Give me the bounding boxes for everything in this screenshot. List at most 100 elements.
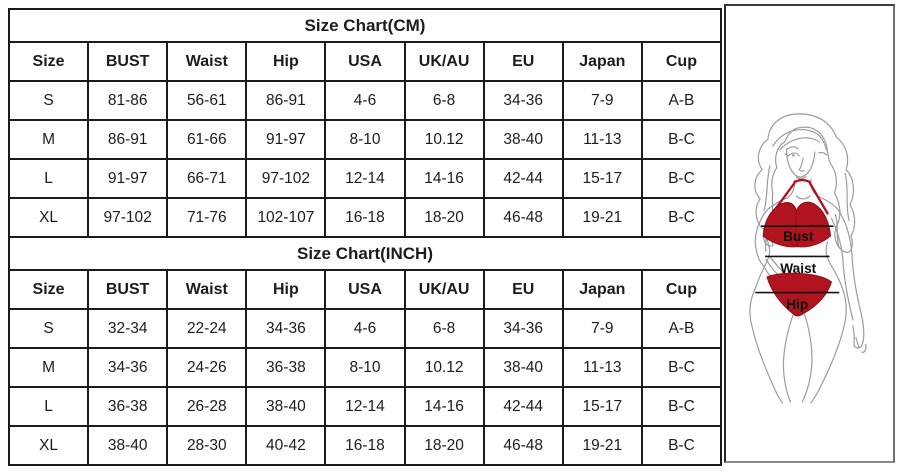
size-value-cell: 26-28	[166, 386, 248, 427]
size-value-cell: 91-97	[245, 119, 327, 160]
size-value-cell: 12-14	[324, 158, 406, 199]
size-label-cell: M	[7, 347, 90, 388]
column-header: BUST	[87, 269, 169, 310]
column-header: Size	[7, 269, 90, 310]
size-row: S 32-34 22-24 34-36 4-6 6-8 34-36 7-9 A-B	[7, 308, 723, 349]
table-title: Size Chart(CM)	[8, 8, 722, 43]
jaw-line	[785, 148, 816, 178]
size-value-cell: 16-18	[324, 197, 406, 238]
size-label-cell: L	[7, 158, 90, 199]
size-value-cell: B-C	[640, 425, 723, 466]
size-label-cell: M	[7, 119, 90, 160]
size-value-cell: 6-8	[403, 308, 485, 349]
column-header: Cup	[640, 269, 723, 310]
size-value-cell: 16-18	[324, 425, 406, 466]
size-value-cell: 42-44	[482, 158, 564, 199]
size-value-cell: B-C	[640, 386, 723, 427]
size-value-cell: 86-91	[245, 80, 327, 121]
eye	[787, 152, 800, 157]
table-title-row: Size Chart(CM)	[8, 8, 722, 43]
size-value-cell: 46-48	[482, 425, 564, 466]
size-value-cell: 40-42	[245, 425, 327, 466]
size-value-cell: 19-21	[561, 197, 643, 238]
bikini-top-center-seam	[795, 211, 798, 247]
size-row: XL 97-102 71-76 102-107 16-18 18-20 46-48 19-21…	[7, 197, 723, 238]
size-value-cell: 7-9	[561, 80, 643, 121]
size-value-cell: 102-107	[245, 197, 327, 238]
size-value-cell: B-C	[640, 197, 723, 238]
size-row: M 86-91 61-66 91-97 8-10 10.12 38-40 11-13 B-C	[7, 119, 723, 160]
column-header: Size	[7, 41, 90, 82]
size-value-cell: A-B	[640, 80, 723, 121]
size-value-cell: 24-26	[166, 347, 248, 388]
size-value-cell: 42-44	[482, 386, 564, 427]
size-value-cell: 38-40	[482, 119, 564, 160]
column-header: UK/AU	[403, 41, 485, 82]
size-value-cell: 38-40	[87, 425, 169, 466]
eyebrow	[786, 146, 799, 150]
size-row: L 36-38 26-28 38-40 12-14 14-16 42-44 15-17 B-C	[7, 386, 723, 427]
size-value-cell: 36-38	[87, 386, 169, 427]
size-value-cell: B-C	[640, 347, 723, 388]
hip-label: Hip	[786, 297, 808, 312]
measurement-marks: Bust Waist Hip	[755, 225, 840, 312]
column-header: Waist	[166, 41, 248, 82]
bust-label: Bust	[783, 229, 814, 244]
bikini-strap-right	[808, 182, 829, 215]
header-row: Size BUST Waist Hip USA UK/AU EU Japan Cup	[7, 41, 723, 82]
size-value-cell: 8-10	[324, 347, 406, 388]
size-value-cell: 11-13	[561, 119, 643, 160]
size-value-cell: 34-36	[482, 80, 564, 121]
size-value-cell: B-C	[640, 119, 723, 160]
size-value-cell: 22-24	[166, 308, 248, 349]
woman-line-art: Bust Waist Hip	[749, 113, 867, 404]
size-value-cell: 14-16	[403, 158, 485, 199]
column-header: Cup	[640, 41, 723, 82]
bikini-bottom	[766, 272, 833, 317]
size-value-cell: 34-36	[482, 308, 564, 349]
size-label-cell: S	[7, 308, 90, 349]
hair-outline	[754, 113, 856, 253]
waist-label: Waist	[780, 261, 816, 276]
pupil	[792, 154, 795, 157]
size-value-cell: 46-48	[482, 197, 564, 238]
size-value-cell: 97-102	[87, 197, 169, 238]
column-header: Japan	[561, 269, 643, 310]
bikini-top	[762, 201, 832, 248]
size-value-cell: 34-36	[245, 308, 327, 349]
measurement-figure: Bust Waist Hip	[749, 113, 867, 404]
size-value-cell: 11-13	[561, 347, 643, 388]
size-value-cell: 6-8	[403, 80, 485, 121]
size-value-cell: B-C	[640, 158, 723, 199]
column-header: Hip	[245, 41, 327, 82]
column-header: Waist	[166, 269, 248, 310]
hidden-eye-hint	[818, 151, 828, 156]
size-value-cell: 19-21	[561, 425, 643, 466]
size-row: M 34-36 24-26 36-38 8-10 10.12 38-40 11-13 B-C	[7, 347, 723, 388]
bikini	[762, 178, 833, 317]
size-value-cell: 32-34	[87, 308, 169, 349]
header-row: Size BUST Waist Hip USA UK/AU EU Japan Cup	[7, 269, 723, 310]
face	[784, 146, 828, 180]
size-value-cell: 10.12	[403, 347, 485, 388]
size-value-cell: 97-102	[245, 158, 327, 199]
size-row: XL 38-40 28-30 40-42 16-18 18-20 46-48 19-21 B-C	[7, 425, 723, 466]
column-header: EU	[482, 41, 564, 82]
size-value-cell: 61-66	[166, 119, 248, 160]
column-header: USA	[324, 41, 406, 82]
eyelash	[784, 153, 790, 157]
size-row: S 81-86 56-61 86-91 4-6 6-8 34-36 7-9 A-B	[7, 80, 723, 121]
column-header: BUST	[87, 41, 169, 82]
hair-strands	[763, 129, 850, 249]
bikini-neck-strap	[793, 178, 812, 184]
size-chart-body: Size Chart(CM) Size BUST Waist Hip USA UK/AU EU…	[7, 8, 723, 466]
size-value-cell: 38-40	[482, 347, 564, 388]
size-value-cell: 38-40	[245, 386, 327, 427]
size-label-cell: L	[7, 386, 90, 427]
size-value-cell: 15-17	[561, 386, 643, 427]
mouth	[795, 175, 807, 180]
size-row: L 91-97 66-71 97-102 12-14 14-16 42-44 15-17 B-C	[7, 158, 723, 199]
column-header: Hip	[245, 269, 327, 310]
size-value-cell: 18-20	[403, 425, 485, 466]
